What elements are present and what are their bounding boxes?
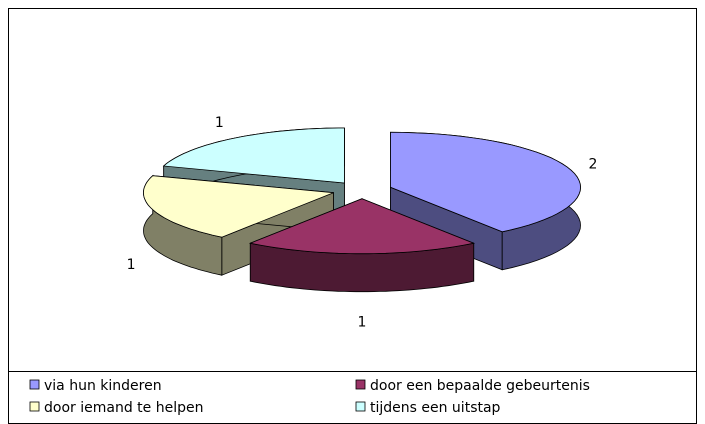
pie-slice bbox=[390, 131, 581, 271]
legend-swatch bbox=[29, 401, 40, 412]
legend-swatch bbox=[355, 401, 366, 412]
slice-top bbox=[390, 131, 581, 233]
pie-slice bbox=[248, 198, 476, 293]
data-label: 1 bbox=[215, 115, 224, 131]
data-label: 2 bbox=[588, 156, 597, 172]
data-label: 1 bbox=[358, 314, 367, 330]
legend-label: door iemand te helpen bbox=[44, 400, 203, 416]
legend-box bbox=[8, 371, 697, 424]
pie: 2 1 1 1 bbox=[127, 115, 598, 330]
legend-swatch bbox=[29, 379, 40, 390]
legend-label: door een bepaalde gebeurtenis bbox=[370, 378, 590, 394]
slice-top bbox=[248, 198, 476, 255]
legend-label: tijdens een uitstap bbox=[370, 400, 501, 416]
slice-top bbox=[143, 175, 334, 238]
legend: via hun kinderen door een bepaalde gebeur… bbox=[29, 378, 590, 416]
pie-slice bbox=[143, 174, 334, 276]
legend-swatch bbox=[355, 379, 366, 390]
slice-top bbox=[162, 127, 345, 184]
data-label: 1 bbox=[127, 257, 136, 273]
legend-label: via hun kinderen bbox=[44, 378, 162, 394]
